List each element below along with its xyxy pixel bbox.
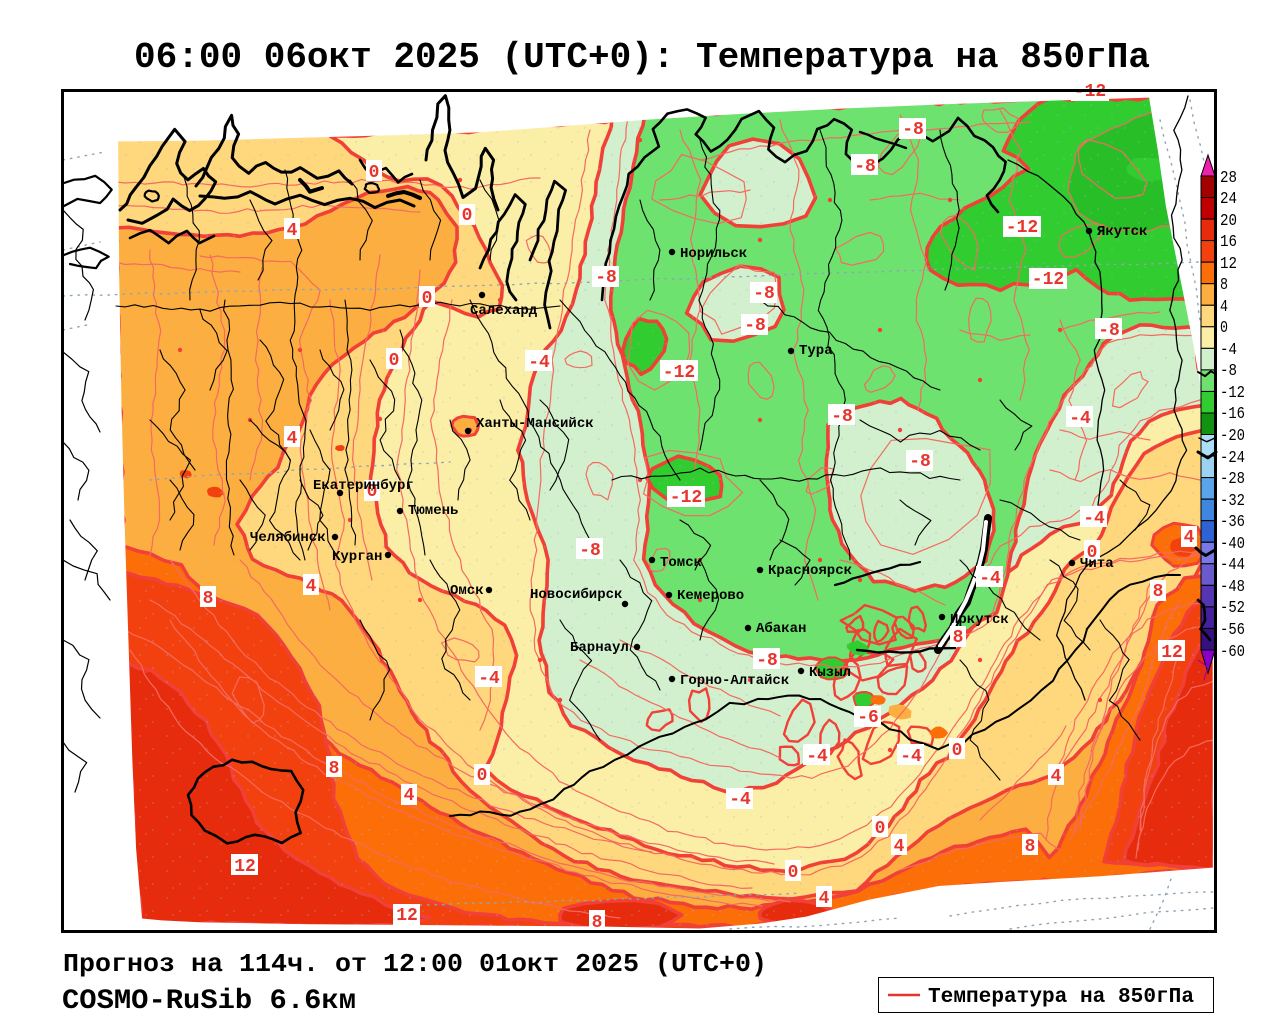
svg-text:8: 8 bbox=[1153, 582, 1164, 602]
svg-text:06:00 06окт 2025 (UTC+0): Темп: 06:00 06окт 2025 (UTC+0): Температура на… bbox=[134, 37, 1150, 78]
svg-text:4: 4 bbox=[404, 786, 415, 806]
svg-text:4: 4 bbox=[1220, 298, 1228, 317]
svg-text:-8: -8 bbox=[902, 120, 924, 140]
svg-text:8: 8 bbox=[953, 628, 964, 648]
svg-text:0: 0 bbox=[1220, 319, 1228, 338]
svg-text:-4: -4 bbox=[478, 669, 500, 689]
svg-text:4: 4 bbox=[287, 221, 298, 241]
svg-text:24: 24 bbox=[1220, 190, 1237, 209]
svg-text:-4: -4 bbox=[1083, 509, 1105, 529]
svg-text:Красноярск: Красноярск bbox=[768, 563, 852, 579]
svg-text:Горно-Алтайск: Горно-Алтайск bbox=[680, 673, 789, 689]
svg-text:-16: -16 bbox=[1220, 405, 1245, 424]
svg-text:Челябинск: Челябинск bbox=[250, 530, 326, 546]
svg-text:8: 8 bbox=[203, 589, 214, 609]
svg-text:-8: -8 bbox=[1098, 321, 1120, 341]
svg-text:4: 4 bbox=[287, 429, 298, 449]
svg-text:-60: -60 bbox=[1220, 643, 1245, 662]
svg-text:Чита: Чита bbox=[1080, 556, 1114, 572]
svg-text:-8: -8 bbox=[854, 157, 876, 177]
svg-text:Барнаул: Барнаул bbox=[570, 640, 629, 656]
svg-text:Тура: Тура bbox=[799, 343, 833, 359]
svg-text:12: 12 bbox=[234, 857, 256, 877]
svg-text:12: 12 bbox=[1161, 643, 1183, 663]
svg-text:-8: -8 bbox=[831, 407, 853, 427]
svg-text:8: 8 bbox=[1025, 837, 1036, 857]
svg-text:Томск: Томск bbox=[660, 555, 702, 571]
svg-text:-12: -12 bbox=[670, 488, 702, 508]
svg-text:-12: -12 bbox=[663, 363, 695, 383]
svg-text:Тюмень: Тюмень bbox=[408, 503, 458, 519]
svg-text:Норильск: Норильск bbox=[680, 246, 747, 262]
svg-text:-8: -8 bbox=[756, 651, 778, 671]
svg-text:-4: -4 bbox=[900, 747, 922, 767]
svg-text:Курган: Курган bbox=[332, 549, 382, 565]
svg-text:-20: -20 bbox=[1220, 427, 1245, 446]
svg-text:-8: -8 bbox=[909, 452, 931, 472]
svg-text:4: 4 bbox=[894, 837, 905, 857]
svg-text:0: 0 bbox=[477, 766, 488, 786]
svg-text:COSMO-RuSib 6.6км: COSMO-RuSib 6.6км bbox=[62, 986, 356, 1017]
svg-text:-8: -8 bbox=[753, 284, 775, 304]
svg-text:0: 0 bbox=[462, 206, 473, 226]
svg-text:8: 8 bbox=[329, 759, 340, 779]
svg-text:-4: -4 bbox=[1220, 341, 1237, 360]
svg-text:4: 4 bbox=[306, 577, 317, 597]
svg-text:0: 0 bbox=[367, 482, 378, 502]
svg-text:16: 16 bbox=[1220, 233, 1237, 252]
svg-text:4: 4 bbox=[1184, 528, 1195, 548]
svg-text:0: 0 bbox=[1087, 543, 1098, 563]
svg-text:Якутск: Якутск bbox=[1097, 224, 1147, 240]
svg-text:-28: -28 bbox=[1220, 470, 1245, 489]
svg-text:20: 20 bbox=[1220, 212, 1237, 231]
svg-text:-48: -48 bbox=[1220, 578, 1245, 597]
svg-text:-32: -32 bbox=[1220, 492, 1245, 511]
svg-text:-4: -4 bbox=[1069, 409, 1091, 429]
svg-text:0: 0 bbox=[389, 351, 400, 371]
svg-text:-24: -24 bbox=[1220, 449, 1245, 468]
svg-text:0: 0 bbox=[788, 863, 799, 883]
svg-text:28: 28 bbox=[1220, 169, 1237, 188]
svg-text:0: 0 bbox=[875, 819, 886, 839]
svg-text:-56: -56 bbox=[1220, 621, 1245, 640]
svg-text:8: 8 bbox=[592, 913, 603, 933]
svg-text:4: 4 bbox=[819, 889, 830, 909]
svg-text:Салехард: Салехард bbox=[470, 303, 538, 319]
svg-text:-4: -4 bbox=[729, 790, 751, 810]
svg-text:0: 0 bbox=[952, 741, 963, 761]
svg-text:12: 12 bbox=[396, 906, 418, 926]
svg-text:-8: -8 bbox=[1220, 362, 1237, 381]
svg-text:0: 0 bbox=[422, 289, 433, 309]
svg-text:-40: -40 bbox=[1220, 535, 1245, 554]
svg-text:-52: -52 bbox=[1220, 599, 1245, 618]
svg-text:-44: -44 bbox=[1220, 556, 1245, 575]
svg-text:-8: -8 bbox=[579, 541, 601, 561]
svg-text:Омск: Омск bbox=[450, 583, 484, 599]
svg-text:-12: -12 bbox=[1220, 384, 1245, 403]
svg-text:-8: -8 bbox=[595, 268, 617, 288]
svg-text:Кызыл: Кызыл bbox=[809, 665, 851, 681]
svg-text:-4: -4 bbox=[806, 747, 828, 767]
svg-text:Иркутск: Иркутск bbox=[950, 612, 1009, 628]
svg-text:-8: -8 bbox=[744, 316, 766, 336]
svg-text:8: 8 bbox=[1220, 276, 1228, 295]
svg-text:12: 12 bbox=[1220, 255, 1237, 274]
svg-text:-4: -4 bbox=[979, 569, 1001, 589]
svg-text:-12: -12 bbox=[1006, 218, 1038, 238]
svg-text:Прогноз на 114ч. от 12:00 01ок: Прогноз на 114ч. от 12:00 01окт 2025 (UT… bbox=[63, 949, 767, 979]
svg-text:Новосибирск: Новосибирск bbox=[530, 587, 622, 603]
svg-text:-12: -12 bbox=[1032, 270, 1064, 290]
svg-text:0: 0 bbox=[369, 163, 380, 183]
svg-text:-4: -4 bbox=[528, 353, 550, 373]
svg-text:-6: -6 bbox=[857, 708, 879, 728]
svg-text:Ханты-Мансийск: Ханты-Мансийск bbox=[476, 416, 594, 432]
svg-text:-36: -36 bbox=[1220, 513, 1245, 532]
svg-text:Кемерово: Кемерово bbox=[677, 588, 744, 604]
svg-text:Абакан: Абакан bbox=[756, 621, 806, 637]
svg-text:Температура на 850гПа: Температура на 850гПа bbox=[928, 986, 1194, 1009]
svg-text:4: 4 bbox=[1051, 767, 1062, 787]
svg-text:Екатеринбург: Екатеринбург bbox=[313, 478, 414, 494]
